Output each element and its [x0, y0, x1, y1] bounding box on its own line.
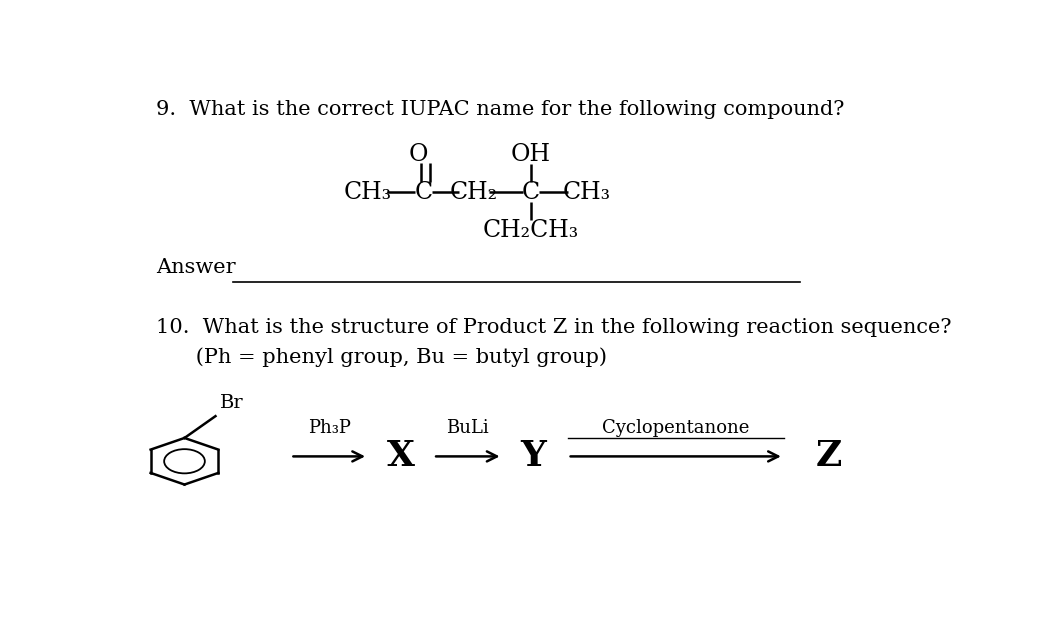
Text: C: C: [414, 181, 432, 203]
Text: OH: OH: [511, 142, 551, 166]
Text: C: C: [522, 181, 540, 203]
Text: Cyclopentanone: Cyclopentanone: [602, 419, 749, 437]
Text: Answer: Answer: [156, 258, 236, 277]
Text: 10.  What is the structure of Product Z in the following reaction sequence?: 10. What is the structure of Product Z i…: [156, 318, 951, 337]
Text: BuLi: BuLi: [446, 419, 489, 437]
Text: Y: Y: [520, 439, 546, 473]
Text: Br: Br: [220, 394, 243, 412]
Text: CH₃: CH₃: [344, 181, 392, 203]
Text: Ph₃P: Ph₃P: [308, 419, 350, 437]
Text: CH₂CH₃: CH₂CH₃: [483, 219, 579, 243]
Text: (Ph = phenyl group, Bu = butyl group): (Ph = phenyl group, Bu = butyl group): [156, 347, 607, 367]
Text: CH₂: CH₂: [450, 181, 498, 203]
Text: O: O: [409, 142, 428, 166]
Text: Z: Z: [815, 439, 842, 473]
Text: X: X: [386, 439, 414, 473]
Text: 9.  What is the correct IUPAC name for the following compound?: 9. What is the correct IUPAC name for th…: [156, 100, 845, 119]
Text: CH₃: CH₃: [563, 181, 610, 203]
